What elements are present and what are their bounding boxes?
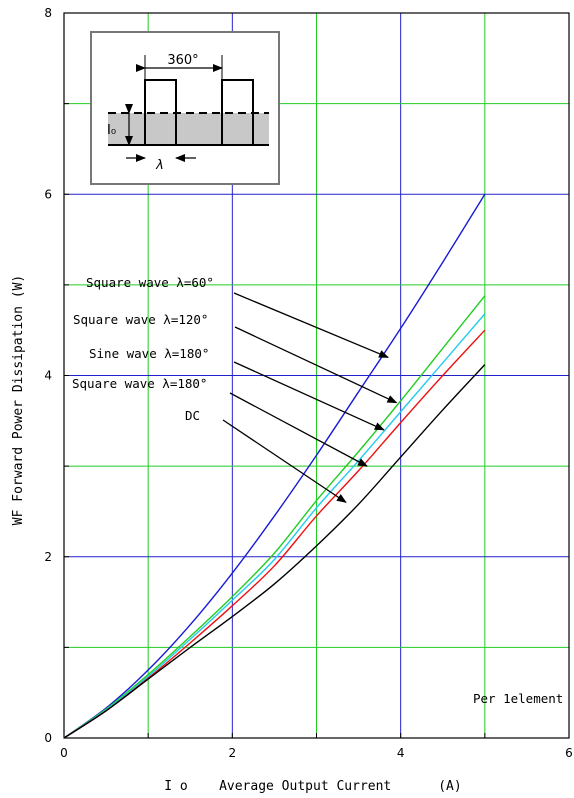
waveform-inset: 360° I₀ λ: [90, 31, 280, 185]
inset-angle-label: 360°: [167, 53, 198, 68]
y-tick-label: 6: [44, 187, 52, 201]
x-tick-label: 2: [229, 746, 237, 760]
series-line-2: [63, 295, 486, 739]
inset-shaded-band: [108, 113, 269, 145]
x-tick-label: 0: [60, 746, 68, 760]
x-tick-label: 6: [565, 746, 573, 760]
series-arrow-5: [222, 419, 347, 503]
series-line-1: [63, 193, 486, 739]
x-axis-title: I o Average Output Current (A): [164, 779, 461, 794]
series-arrow-1: [233, 292, 389, 358]
inset-frame: [90, 31, 280, 185]
inset-current-label: I₀: [107, 123, 116, 138]
axis-ticks: 0 2 4 6 0 2 4 6 8: [44, 6, 572, 760]
series-arrow-2: [234, 326, 398, 404]
series-label-2: Square wave λ=120°: [73, 312, 208, 327]
series-lines: [63, 193, 486, 739]
per-element-note: Per 1element: [473, 691, 563, 706]
inset-lambda-label: λ: [155, 158, 164, 173]
series-line-3: [63, 313, 486, 739]
series-label-3: Sine wave λ=180°: [89, 346, 209, 361]
y-tick-label: 8: [44, 6, 52, 20]
y-tick-label: 2: [44, 550, 52, 564]
series-line-4: [63, 329, 486, 739]
series-arrow-3: [233, 361, 385, 431]
x-tick-label: 4: [397, 746, 405, 760]
series-label-1: Square wave λ=60°: [86, 275, 214, 290]
series-label-5: DC: [185, 408, 200, 423]
series-labels: Square wave λ=60° Square wave λ=120° Sine …: [72, 275, 214, 423]
series-label-4: Square wave λ=180°: [72, 376, 207, 391]
series-arrow-4: [229, 392, 368, 467]
series-line-5: [63, 364, 486, 739]
y-tick-label: 0: [44, 731, 52, 745]
inset-pulse-2: [221, 79, 254, 145]
y-axis-title: WF Forward Power Dissipation (W): [11, 275, 26, 525]
y-tick-label: 4: [44, 369, 52, 383]
inset-pulse-1: [144, 79, 177, 145]
series-arrows: [222, 292, 398, 503]
